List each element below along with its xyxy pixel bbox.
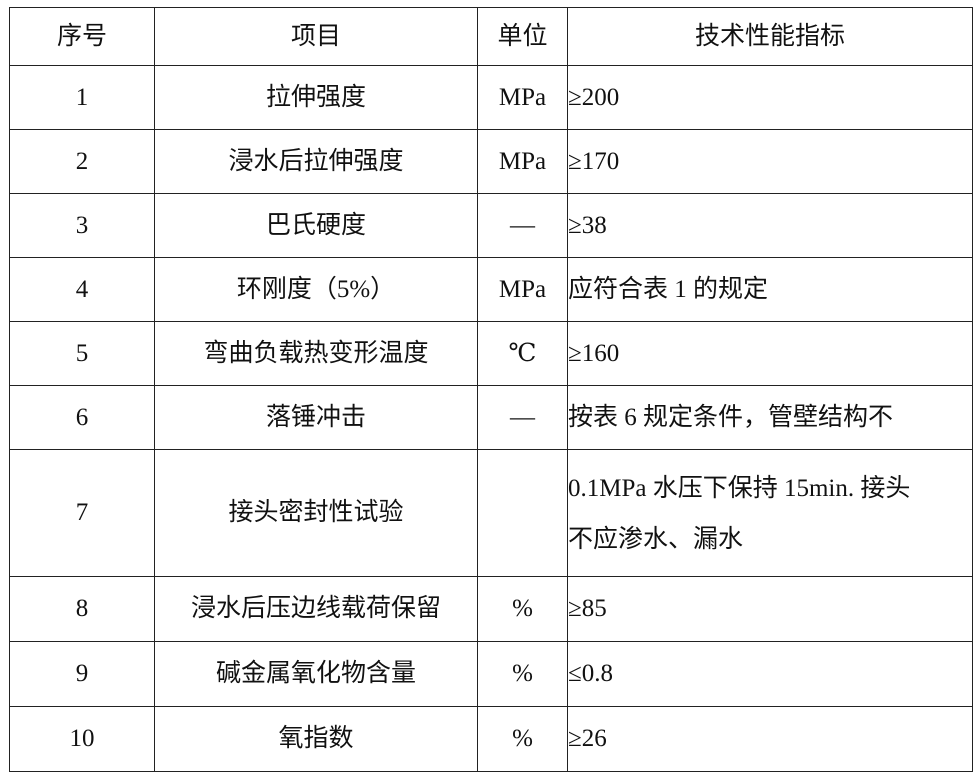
table-row: 3 巴氏硬度 — ≥38 <box>9 193 973 258</box>
cell-value: ≥26 <box>567 706 973 772</box>
cell-unit: — <box>477 193 568 258</box>
table-row: 1 拉伸强度 MPa ≥200 <box>9 65 973 130</box>
cell-item: 浸水后拉伸强度 <box>154 129 478 194</box>
table-row: 4 环刚度（5%） MPa 应符合表 1 的规定 <box>9 257 973 322</box>
cell-item: 接头密封性试验 <box>154 449 478 577</box>
cell-value: 按表 6 规定条件，管壁结构不 <box>567 385 973 450</box>
table-row: 10 氧指数 % ≥26 <box>9 706 973 772</box>
cell-item: 巴氏硬度 <box>154 193 478 258</box>
cell-no: 9 <box>9 641 155 707</box>
table-header-row: 序号 项目 单位 技术性能指标 <box>9 7 973 66</box>
cell-no: 3 <box>9 193 155 258</box>
cell-value-line-2: 不应渗水、漏水 <box>568 526 744 553</box>
cell-unit: % <box>477 641 568 707</box>
cell-item: 落锤冲击 <box>154 385 478 450</box>
table-row: 9 碱金属氧化物含量 % ≤0.8 <box>9 641 973 707</box>
cell-item: 浸水后压边线载荷保留 <box>154 576 478 642</box>
cell-value: ≥85 <box>567 576 973 642</box>
cell-value: ≥200 <box>567 65 973 130</box>
cell-no: 6 <box>9 385 155 450</box>
cell-value: ≥160 <box>567 321 973 386</box>
cell-unit: ℃ <box>477 321 568 386</box>
table-body: 1 拉伸强度 MPa ≥200 2 浸水后拉伸强度 MPa ≥170 3 巴氏硬… <box>9 65 973 772</box>
cell-value: ≤0.8 <box>567 641 973 707</box>
cell-item: 环刚度（5%） <box>154 257 478 322</box>
table-row: 8 浸水后压边线载荷保留 % ≥85 <box>9 576 973 642</box>
cell-unit: — <box>477 385 568 450</box>
table-header: 序号 项目 单位 技术性能指标 <box>9 7 973 66</box>
cell-unit: MPa <box>477 65 568 130</box>
column-header-no: 序号 <box>9 7 155 66</box>
cell-no: 10 <box>9 706 155 772</box>
technical-performance-table: 序号 项目 单位 技术性能指标 1 拉伸强度 MPa ≥200 2 浸水后拉伸强… <box>9 7 973 772</box>
column-header-value: 技术性能指标 <box>567 7 973 66</box>
cell-unit <box>477 449 568 577</box>
cell-no: 4 <box>9 257 155 322</box>
cell-item: 氧指数 <box>154 706 478 772</box>
cell-value: ≥170 <box>567 129 973 194</box>
cell-unit: % <box>477 706 568 772</box>
table-row: 6 落锤冲击 — 按表 6 规定条件，管壁结构不 <box>9 385 973 450</box>
cell-value: 0.1MPa 水压下保持 15min. 接头 不应渗水、漏水 <box>567 449 973 577</box>
table-row: 2 浸水后拉伸强度 MPa ≥170 <box>9 129 973 194</box>
cell-unit: MPa <box>477 257 568 322</box>
table-row: 5 弯曲负载热变形温度 ℃ ≥160 <box>9 321 973 386</box>
cell-no: 7 <box>9 449 155 577</box>
cell-unit: MPa <box>477 129 568 194</box>
cell-item: 碱金属氧化物含量 <box>154 641 478 707</box>
cell-no: 1 <box>9 65 155 130</box>
cell-value-line-1: 0.1MPa 水压下保持 15min. 接头 <box>568 474 911 502</box>
cell-no: 5 <box>9 321 155 386</box>
cell-no: 8 <box>9 576 155 642</box>
cell-item: 拉伸强度 <box>154 65 478 130</box>
cell-no: 2 <box>9 129 155 194</box>
cell-value: 应符合表 1 的规定 <box>567 257 973 322</box>
cell-value: ≥38 <box>567 193 973 258</box>
table-row: 7 接头密封性试验 0.1MPa 水压下保持 15min. 接头 不应渗水、漏水 <box>9 449 973 577</box>
cell-item: 弯曲负载热变形温度 <box>154 321 478 386</box>
column-header-unit: 单位 <box>477 7 568 66</box>
cell-unit: % <box>477 576 568 642</box>
column-header-item: 项目 <box>154 7 478 66</box>
